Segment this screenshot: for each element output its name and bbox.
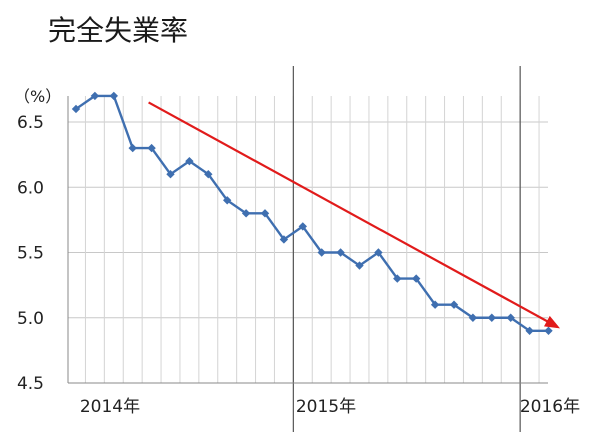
data-point-marker	[260, 209, 270, 218]
data-point-marker	[336, 248, 345, 257]
data-point-marker	[525, 326, 534, 335]
y-tick-label: 6.5	[17, 113, 44, 133]
data-point-marker	[204, 170, 213, 179]
data-point-marker	[147, 143, 156, 153]
data-point-marker	[317, 248, 326, 257]
data-point-marker	[279, 235, 289, 244]
data-point-marker	[128, 143, 137, 153]
series-line	[75, 94, 549, 332]
chart-title: 完全失業率	[48, 14, 188, 47]
data-point-marker	[223, 196, 232, 205]
data-point-marker	[185, 156, 194, 166]
data-point-marker	[430, 300, 440, 309]
data-point-marker	[449, 300, 459, 309]
data-point-marker	[374, 248, 383, 257]
data-point-marker	[90, 91, 100, 101]
data-point-marker	[355, 261, 364, 270]
data-point-marker	[412, 274, 421, 283]
x-tick-label: 2016年	[520, 397, 580, 417]
y-tick-label: 6.0	[17, 178, 44, 198]
data-point-marker	[506, 313, 515, 322]
trend-arrow-line	[148, 101, 558, 328]
data-series	[71, 91, 553, 335]
grid-lines	[67, 66, 548, 432]
x-tick-label: 2014年	[80, 397, 140, 417]
y-tick-label: 4.5	[17, 374, 44, 394]
data-point-marker	[241, 209, 251, 218]
data-point-marker	[298, 222, 307, 231]
y-tick-label: 5.5	[17, 244, 44, 264]
data-point-marker	[71, 104, 81, 114]
x-tick-label: 2015年	[296, 397, 356, 417]
data-point-marker	[468, 313, 478, 322]
data-point-marker	[544, 326, 553, 335]
trend-arrow-head	[543, 315, 561, 329]
data-point-marker	[166, 170, 175, 179]
trend-arrow	[148, 101, 561, 329]
data-point-marker	[487, 313, 496, 322]
data-point-marker	[109, 91, 118, 101]
y-axis: 6.5 6.0 5.5 5.0 4.5	[17, 113, 44, 394]
x-axis: 2014年 2015年 2016年	[80, 397, 580, 417]
data-point-marker	[393, 274, 402, 283]
y-tick-label: 5.0	[17, 309, 44, 329]
y-axis-unit: （%）	[14, 87, 61, 106]
